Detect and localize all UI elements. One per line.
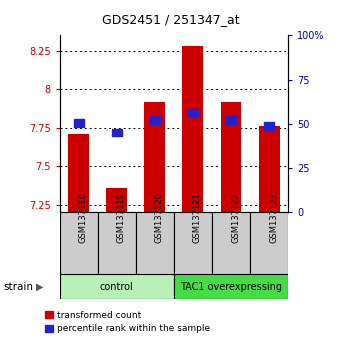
Bar [264, 122, 274, 130]
Bar [60, 274, 174, 299]
Text: GSM137119: GSM137119 [117, 192, 126, 243]
Text: GDS2451 / 251347_at: GDS2451 / 251347_at [102, 13, 239, 26]
Bar [112, 129, 122, 136]
Text: control: control [100, 282, 134, 292]
Text: GSM137122: GSM137122 [231, 192, 240, 243]
Text: strain: strain [3, 282, 33, 292]
Bar [136, 212, 174, 274]
Text: TAC1 overexpressing: TAC1 overexpressing [180, 282, 282, 292]
Bar [226, 116, 236, 124]
Bar [182, 46, 204, 212]
Bar [250, 212, 288, 274]
Bar [174, 212, 212, 274]
Bar [221, 102, 241, 212]
Bar [144, 102, 165, 212]
Bar [60, 212, 98, 274]
Text: GSM137123: GSM137123 [269, 192, 278, 243]
Bar [98, 212, 136, 274]
Bar [106, 188, 127, 212]
Bar [74, 119, 84, 127]
Text: GSM137120: GSM137120 [155, 192, 164, 243]
Bar [174, 274, 288, 299]
Bar [150, 116, 160, 124]
Bar [188, 109, 198, 116]
Text: GSM137118: GSM137118 [79, 192, 88, 243]
Bar [212, 212, 250, 274]
Text: ▶: ▶ [36, 282, 43, 292]
Text: GSM137121: GSM137121 [193, 192, 202, 243]
Bar [68, 134, 89, 212]
Bar [258, 126, 280, 212]
Legend: transformed count, percentile rank within the sample: transformed count, percentile rank withi… [45, 311, 210, 333]
